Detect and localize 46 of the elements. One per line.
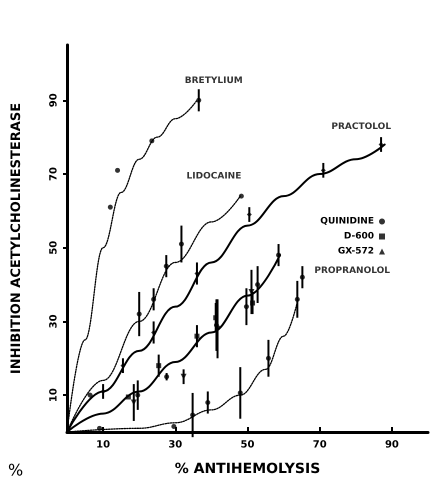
point <box>276 252 282 258</box>
point <box>115 168 120 173</box>
x-tick-label: 10 <box>96 440 110 450</box>
point <box>294 296 300 302</box>
point <box>300 274 305 280</box>
annotation: BRETYLIUM <box>184 76 243 86</box>
annotation: LIDOCAINE <box>186 172 242 182</box>
point <box>250 300 256 306</box>
x-tick-label: 30 <box>168 440 182 450</box>
point <box>88 392 93 398</box>
point <box>135 392 140 398</box>
annotation: PRACTOLOL <box>331 122 392 132</box>
point <box>171 424 176 429</box>
y-tick-label: 30 <box>48 314 60 328</box>
point <box>194 334 200 339</box>
point <box>255 282 260 288</box>
point <box>196 98 202 103</box>
legend-label: D-600 <box>344 232 374 242</box>
point <box>149 138 154 144</box>
y-axis-title: INHIBITION ACETYLCHOLINESTERASE <box>9 102 24 374</box>
point <box>136 312 142 317</box>
point <box>190 412 196 418</box>
point <box>126 394 131 400</box>
point <box>244 304 249 310</box>
point <box>96 426 102 431</box>
y-tick-label: 70 <box>48 167 60 181</box>
point <box>164 264 169 269</box>
y-tick-label: 50 <box>48 240 60 255</box>
legend-label: GX-572 <box>338 246 374 256</box>
x-tick-label: 50 <box>240 440 254 450</box>
point <box>178 242 184 247</box>
point <box>156 363 162 368</box>
point <box>205 400 210 406</box>
point <box>238 194 244 199</box>
x-axis-title: % ANTIHEMOLYSIS <box>174 461 320 477</box>
point <box>266 356 271 361</box>
point <box>151 296 156 302</box>
x-tick-label: 70 <box>312 440 327 450</box>
point <box>238 390 243 396</box>
x-tick-label: 90 <box>384 440 399 450</box>
annotation: PROPRANOLOL <box>314 266 390 276</box>
legend-label: QUINIDINE <box>320 216 374 226</box>
text: % <box>8 460 24 480</box>
point <box>108 204 113 210</box>
y-tick-label: 10 <box>48 388 60 402</box>
y-tick-label: 90 <box>48 93 60 108</box>
